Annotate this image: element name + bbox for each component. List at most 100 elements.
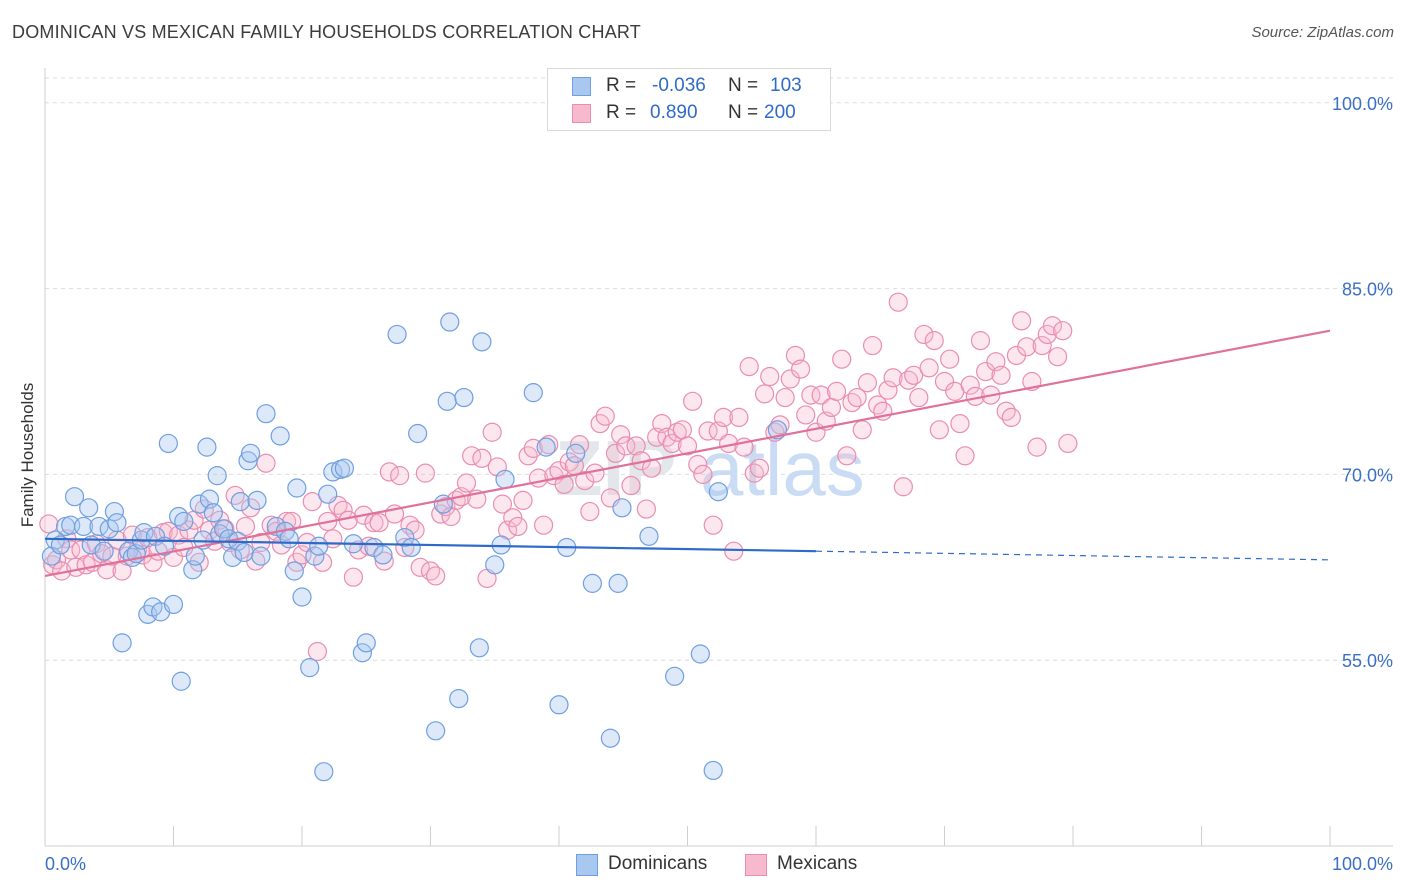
data-point-mexicans: [991, 365, 1011, 385]
data-point-mexicans: [929, 420, 949, 440]
data-point-mexicans: [374, 551, 394, 571]
data-point-mexicans: [868, 395, 888, 415]
data-point-dominicans: [523, 383, 543, 403]
data-point-dominicans: [600, 728, 621, 748]
data-point-mexicans: [960, 375, 980, 395]
data-point-mexicans: [456, 473, 477, 493]
data-point-mexicans: [595, 406, 615, 426]
data-point-mexicans: [837, 446, 857, 466]
data-point-dominicans: [665, 666, 685, 686]
data-point-mexicans: [683, 391, 703, 411]
data-point-mexicans: [1001, 407, 1021, 428]
data-point-mexicans: [143, 552, 163, 572]
data-point-dominicans: [197, 437, 217, 457]
data-point-dominicans: [373, 545, 393, 565]
data-point-dominicans: [251, 546, 271, 566]
data-point-mexicans: [857, 373, 878, 393]
trend-line-dominicans: [44, 537, 817, 553]
data-point-mexicans: [919, 358, 939, 378]
data-point-mexicans: [241, 498, 261, 518]
data-point-mexicans: [739, 357, 759, 377]
data-point-dominicans: [440, 312, 460, 332]
data-point-dominicans: [495, 469, 515, 489]
data-point-mexicans: [760, 366, 780, 387]
data-point-dominicans: [230, 492, 250, 512]
data-point-dominicans: [79, 498, 99, 518]
data-point-mexicans: [554, 474, 574, 494]
data-point-mexicans: [878, 380, 898, 400]
data-point-mexicans: [395, 537, 415, 558]
data-point-dominicans: [318, 484, 338, 504]
data-point-dominicans: [185, 546, 205, 566]
data-point-dominicans: [292, 587, 312, 607]
data-point-mexicans: [852, 420, 872, 440]
data-point-dominicans: [454, 387, 474, 408]
y-tick-label: 85.0%: [1342, 280, 1393, 300]
legend-n-label: N =: [728, 102, 759, 123]
data-point-mexicans: [904, 365, 924, 385]
data-point-mexicans: [909, 387, 929, 408]
data-point-mexicans: [862, 335, 883, 356]
y-tick-label: 55.0%: [1342, 651, 1393, 671]
data-point-mexicans: [688, 454, 708, 475]
data-point-dominicans: [426, 721, 446, 741]
data-point-mexicans: [754, 384, 775, 404]
legend-r-value: -0.036: [652, 75, 706, 96]
data-point-mexicans: [533, 515, 554, 535]
data-point-dominicans: [50, 535, 71, 555]
data-point-mexicans: [821, 397, 842, 418]
data-point-mexicans: [61, 540, 81, 560]
data-point-mexicans: [703, 515, 723, 535]
data-point-mexicans: [796, 405, 816, 425]
data-point-mexicans: [343, 567, 363, 587]
legend-r-label: R =: [606, 75, 637, 96]
data-point-dominicans: [234, 542, 254, 563]
data-point-mexicans: [924, 331, 944, 351]
data-point-dominicans: [352, 643, 372, 663]
data-point-mexicans: [1027, 437, 1047, 457]
data-point-dominicans: [401, 537, 421, 558]
data-point-dominicans: [408, 423, 428, 444]
data-point-mexicans: [302, 492, 322, 512]
gridlines: [45, 77, 1393, 661]
data-point-mexicans: [307, 641, 328, 662]
dominicans-points: [41, 312, 788, 782]
data-point-mexicans: [657, 427, 677, 447]
data-point-dominicans: [104, 501, 124, 522]
data-point-mexicans: [801, 385, 821, 405]
data-point-dominicans: [703, 760, 723, 781]
data-point-mexicans: [636, 499, 656, 519]
data-point-mexicans: [976, 361, 996, 382]
data-point-mexicans: [832, 349, 852, 369]
data-point-dominicans: [287, 478, 307, 498]
bottom-legend-label: Mexicans: [777, 853, 858, 874]
data-point-mexicans: [893, 477, 913, 497]
watermark-atlas: atlas: [700, 424, 865, 512]
data-point-mexicans: [39, 514, 59, 534]
data-point-mexicans: [575, 470, 595, 491]
data-point-mexicans: [369, 513, 389, 533]
legend-swatch-mexicans: [572, 104, 591, 123]
data-point-mexicans: [605, 443, 626, 463]
data-point-dominicans: [300, 658, 320, 678]
data-point-dominicans: [247, 490, 267, 510]
data-point-mexicans: [1011, 311, 1032, 331]
legend-n-value: 103: [770, 75, 802, 96]
data-point-mexicans: [940, 349, 960, 369]
data-point-dominicans: [387, 324, 407, 345]
data-point-dominicans: [334, 458, 355, 478]
axes: [44, 68, 1393, 847]
data-point-mexicans: [46, 550, 67, 570]
legend-n-value: 200: [764, 102, 796, 123]
trend-lines: [44, 329, 1331, 578]
data-point-mexicans: [1032, 335, 1052, 356]
data-point-dominicans: [323, 462, 343, 482]
legend-n-label: N =: [728, 75, 759, 96]
data-point-dominicans: [437, 391, 457, 411]
data-point-mexicans: [790, 359, 811, 379]
data-point-mexicans: [426, 566, 446, 586]
data-point-dominicans: [163, 594, 184, 615]
correlation-legend: R = -0.036 N = 103 R = 0.890 N = 200: [547, 68, 831, 131]
data-point-dominicans: [608, 573, 628, 593]
